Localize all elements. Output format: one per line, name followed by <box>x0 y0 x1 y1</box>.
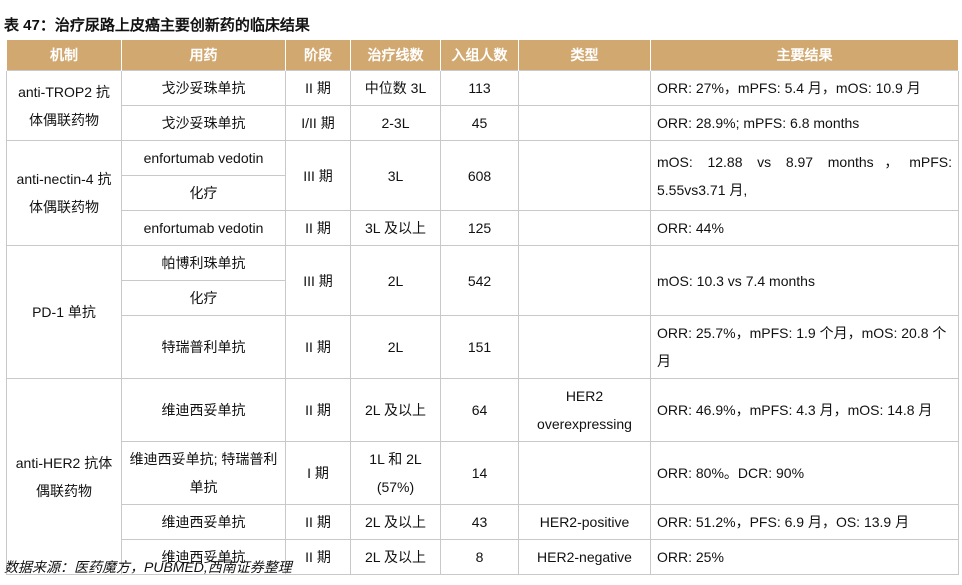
type-cell <box>518 140 651 211</box>
phase-cell: III 期 <box>285 245 351 316</box>
table-row: 维迪西妥单抗; 特瑞普利单抗 I 期 1L 和 2L (57%) 14 ORR:… <box>7 441 959 505</box>
phase-cell: II 期 <box>285 210 351 246</box>
result-cell: mOS: 10.3 vs 7.4 months <box>650 245 959 316</box>
line-cell: 3L <box>350 140 441 211</box>
phase-cell: II 期 <box>285 539 351 575</box>
enrollment-cell: 125 <box>440 210 519 246</box>
result-cell: mOS: 12.88 vs 8.97 months，mPFS: 5.55vs3.… <box>650 140 959 211</box>
enrollment-cell: 8 <box>440 539 519 575</box>
header-phase: 阶段 <box>285 40 351 71</box>
table-row: 化疗 <box>7 280 959 316</box>
result-cell: ORR: 44% <box>650 210 959 246</box>
mechanism-cell: PD-1 单抗 <box>6 245 122 379</box>
data-source-note: 数据来源：医药魔方，PUBMED,西南证券整理 <box>4 559 292 575</box>
phase-cell: II 期 <box>285 504 351 540</box>
enrollment-cell: 113 <box>440 70 519 106</box>
table-row: 戈沙妥珠单抗 I/II 期 2-3L 45 ORR: 28.9%; mPFS: … <box>7 105 959 141</box>
drug-cell: 维迪西妥单抗 <box>121 378 286 442</box>
phase-cell: III 期 <box>285 140 351 211</box>
line-cell: 1L 和 2L (57%) <box>350 441 441 505</box>
results-table-container: 机制 用药 阶段 治疗线数 入组人数 类型 主要结果 anti-TROP2 抗体… <box>6 40 959 575</box>
phase-cell: II 期 <box>285 70 351 106</box>
result-cell: ORR: 27%，mPFS: 5.4 月，mOS: 10.9 月 <box>650 70 959 106</box>
result-cell: ORR: 80%。DCR: 90% <box>650 441 959 505</box>
type-cell <box>518 105 651 141</box>
mechanism-cell: anti-TROP2 抗体偶联药物 <box>6 70 122 141</box>
drug-cell: 维迪西妥单抗; 特瑞普利单抗 <box>121 441 286 505</box>
drug-cell: 特瑞普利单抗 <box>121 315 286 379</box>
clinical-results-table: 机制 用药 阶段 治疗线数 入组人数 类型 主要结果 anti-TROP2 抗体… <box>6 40 959 575</box>
type-cell: HER2 overexpressing <box>518 378 651 442</box>
result-cell: ORR: 25.7%，mPFS: 1.9 个月，mOS: 20.8 个月 <box>650 315 959 379</box>
header-mechanism: 机制 <box>6 40 122 71</box>
line-cell: 中位数 3L <box>350 70 441 106</box>
table-row: 化疗 <box>7 175 959 211</box>
result-cell: ORR: 25% <box>650 539 959 575</box>
result-cell: ORR: 28.9%; mPFS: 6.8 months <box>650 105 959 141</box>
type-cell: HER2-positive <box>518 504 651 540</box>
enrollment-cell: 14 <box>440 441 519 505</box>
table-row: enfortumab vedotin II 期 3L 及以上 125 ORR: … <box>7 210 959 246</box>
line-cell: 2-3L <box>350 105 441 141</box>
line-cell: 2L 及以上 <box>350 504 441 540</box>
table-row: anti-HER2 抗体偶联药物 维迪西妥单抗 II 期 2L 及以上 64 H… <box>6 378 959 575</box>
phase-cell: I/II 期 <box>285 105 351 141</box>
table-row: anti-nectin-4 抗体偶联药物 enfortumab vedotin … <box>6 140 959 246</box>
drug-cell: 维迪西妥单抗 <box>121 504 286 540</box>
header-row: 机制 用药 阶段 治疗线数 入组人数 类型 主要结果 <box>6 40 959 71</box>
type-cell <box>518 210 651 246</box>
mechanism-cell: anti-nectin-4 抗体偶联药物 <box>6 140 122 246</box>
drug-cell: 化疗 <box>121 280 286 316</box>
table-row: anti-TROP2 抗体偶联药物 戈沙妥珠单抗 II 期 中位数 3L 113… <box>6 70 959 141</box>
header-result: 主要结果 <box>650 40 959 71</box>
result-cell: ORR: 46.9%，mPFS: 4.3 月，mOS: 14.8 月 <box>650 378 959 442</box>
header-drug: 用药 <box>121 40 286 71</box>
drug-cell: enfortumab vedotin <box>121 210 286 246</box>
drug-cell: 戈沙妥珠单抗 <box>121 70 286 106</box>
enrollment-cell: 542 <box>440 245 519 316</box>
type-cell <box>518 70 651 106</box>
result-cell: ORR: 51.2%，PFS: 6.9 月，OS: 13.9 月 <box>650 504 959 540</box>
enrollment-cell: 64 <box>440 378 519 442</box>
enrollment-cell: 151 <box>440 315 519 379</box>
type-cell <box>518 245 651 316</box>
line-cell: 2L 及以上 <box>350 378 441 442</box>
drug-cell: 戈沙妥珠单抗 <box>121 105 286 141</box>
table-row: PD-1 单抗 帕博利珠单抗 III 期 2L 542 mOS: 10.3 vs… <box>6 245 959 379</box>
line-cell: 2L 及以上 <box>350 539 441 575</box>
table-row: 维迪西妥单抗 II 期 2L 及以上 43 HER2-positive ORR:… <box>7 504 959 540</box>
table-row: 特瑞普利单抗 II 期 2L 151 ORR: 25.7%，mPFS: 1.9 … <box>7 315 959 379</box>
header-type: 类型 <box>518 40 651 71</box>
mechanism-cell: anti-HER2 抗体偶联药物 <box>6 378 122 575</box>
header-line: 治疗线数 <box>350 40 441 71</box>
drug-cell: enfortumab vedotin <box>121 140 286 176</box>
drug-cell: 帕博利珠单抗 <box>121 245 286 281</box>
header-enrollment: 入组人数 <box>440 40 519 71</box>
enrollment-cell: 45 <box>440 105 519 141</box>
phase-cell: II 期 <box>285 378 351 442</box>
type-cell <box>518 441 651 505</box>
drug-cell: 化疗 <box>121 175 286 211</box>
enrollment-cell: 608 <box>440 140 519 211</box>
phase-cell: I 期 <box>285 441 351 505</box>
enrollment-cell: 43 <box>440 504 519 540</box>
phase-cell: II 期 <box>285 315 351 379</box>
type-cell: HER2-negative <box>518 539 651 575</box>
line-cell: 2L <box>350 315 441 379</box>
line-cell: 3L 及以上 <box>350 210 441 246</box>
type-cell <box>518 315 651 379</box>
line-cell: 2L <box>350 245 441 316</box>
table-title: 表 47：治疗尿路上皮癌主要创新药的临床结果 <box>4 17 310 34</box>
table-row: 维迪西妥单抗 II 期 2L 及以上 8 HER2-negative ORR: … <box>7 539 959 575</box>
